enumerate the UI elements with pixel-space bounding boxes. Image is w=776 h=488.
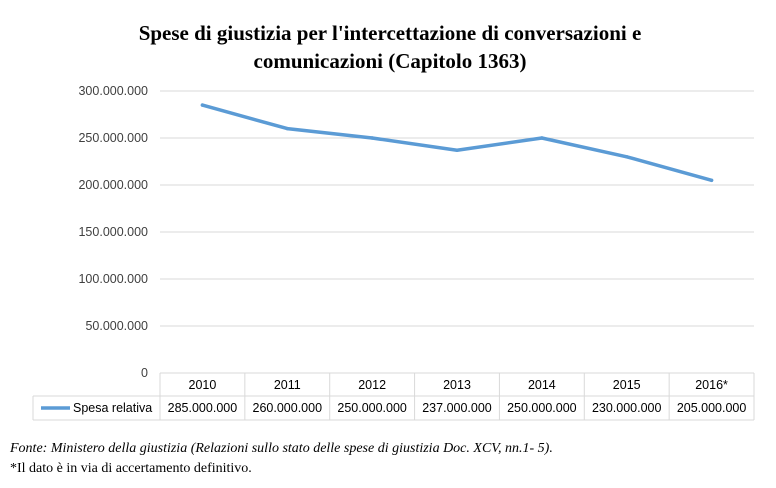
chart-title-line-1: Spese di giustizia per l'intercettazione… [139, 21, 642, 45]
source-footnote: Fonte: Ministero della giustizia (Relazi… [10, 441, 553, 456]
data-point [285, 126, 289, 131]
data-value-label: 250.000.000 [507, 401, 577, 415]
x-category-label: 2011 [274, 378, 301, 392]
data-value-label: 260.000.000 [253, 401, 323, 415]
x-category-label: 2015 [613, 378, 641, 392]
y-tick-label: 150.000.000 [78, 225, 148, 239]
line-chart: Spese di giustizia per l'intercettazione… [32, 21, 755, 421]
x-category-label: 2014 [528, 378, 556, 392]
data-point [455, 148, 459, 152]
data-value-label: 205.000.000 [677, 401, 747, 415]
legend-label: Spesa relativa [73, 401, 152, 415]
y-tick-label: 250.000.000 [78, 131, 148, 145]
y-tick-label: 50.000.000 [85, 319, 148, 333]
data-table: 2010 2011 2012 2013 2014 2015 2016* [32, 372, 755, 421]
data-point [709, 178, 714, 182]
data-value-label: 250.000.000 [337, 401, 407, 415]
chart-title-line-2: comunicazioni (Capitolo 1363) [254, 49, 527, 73]
series-layer: Spesa relativa 285.000.000 260.000.000 250.… [41, 103, 746, 415]
x-category-label: 2013 [443, 378, 471, 392]
x-category-label: 2010 [189, 378, 217, 392]
series-line [200, 103, 714, 183]
y-tick-label: 0 [141, 366, 148, 380]
y-tick-label: 100.000.000 [78, 272, 148, 286]
y-tick-label: 300.000.000 [78, 84, 148, 98]
data-point [625, 155, 629, 159]
data-point [200, 103, 205, 107]
note-footnote: *Il dato è in via di accertamento defini… [10, 461, 252, 476]
data-value-label: 285.000.000 [168, 401, 238, 415]
x-category-label: 2012 [358, 378, 386, 392]
data-point [540, 136, 544, 140]
data-value-label: 230.000.000 [592, 401, 662, 415]
data-value-label: 237.000.000 [422, 401, 492, 415]
gridlines [160, 90, 754, 327]
data-point [370, 136, 374, 140]
y-axis-ticks: 0 50.000.000 100.000.000 150.000.000 200.000… [78, 84, 148, 380]
x-category-label: 2016* [695, 378, 728, 392]
y-tick-label: 200.000.000 [78, 178, 148, 192]
